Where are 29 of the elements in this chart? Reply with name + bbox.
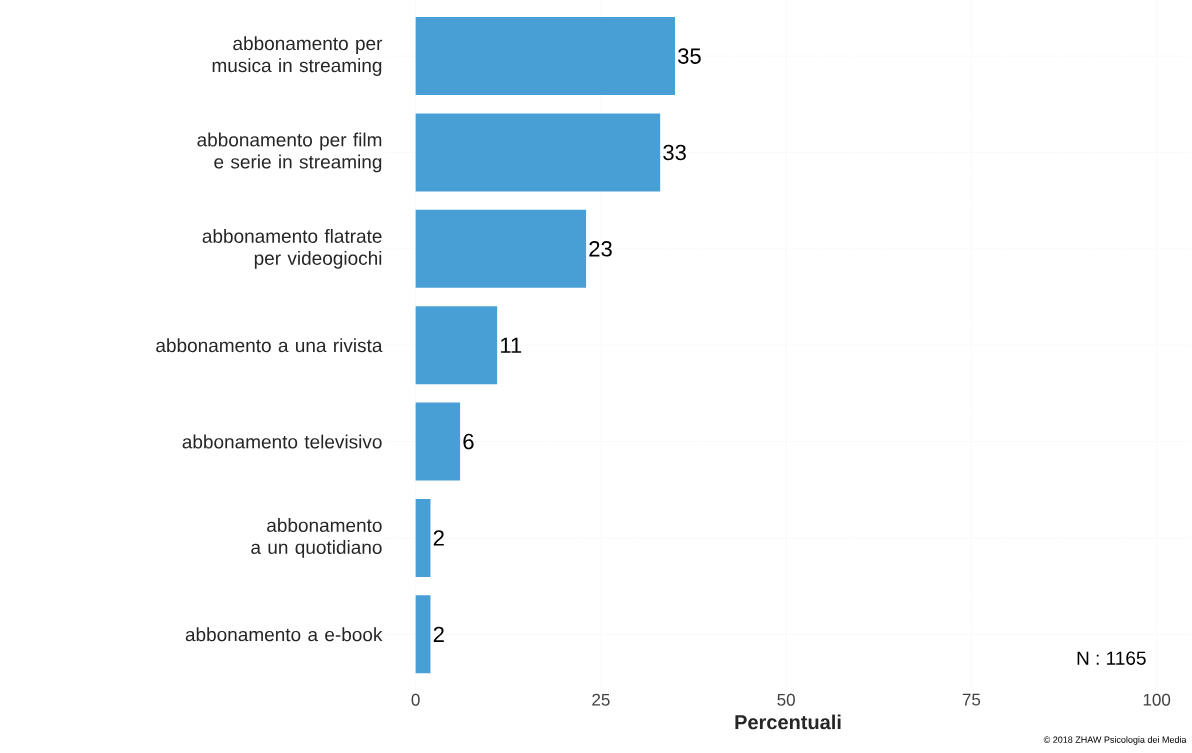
data-label: 6 — [463, 433, 474, 450]
bar — [415, 402, 461, 481]
annotation: N : 1165 — [1077, 651, 1146, 665]
y-tick-label: abbonamento per film e serie in streaming — [197, 132, 382, 173]
x-axis-title: Percentuali — [735, 714, 841, 730]
bar — [415, 306, 498, 385]
data-label: 23 — [589, 240, 612, 257]
bar — [415, 595, 431, 674]
y-tick-label: abbonamento televisivo — [182, 434, 382, 449]
bar — [415, 113, 661, 192]
data-label: 2 — [433, 626, 444, 642]
data-label: 2 — [433, 530, 444, 546]
x-tick-label: 100 — [1143, 693, 1171, 706]
bar — [415, 498, 431, 577]
x-tick-label: 50 — [777, 693, 795, 706]
y-tick-label: abbonamento flatrate per videogiochi — [202, 228, 382, 269]
bar — [415, 17, 675, 95]
x-tick-label: 25 — [592, 693, 610, 706]
y-tick-label: abbonamento a un quotidiano — [251, 517, 382, 558]
x-tick-label: 0 — [411, 693, 420, 706]
x-tick-label: 75 — [962, 693, 981, 706]
data-label: 35 — [678, 48, 701, 64]
y-tick-label: abbonamento a e-book — [185, 627, 383, 642]
text: © 2018 ZHAW Psicologia dei Media — [1043, 736, 1187, 745]
y-tick-label: abbonamento a una rivista — [156, 338, 383, 353]
data-label: 11 — [501, 337, 522, 353]
data-label: 33 — [663, 144, 686, 161]
bar — [415, 209, 587, 288]
y-tick-label: abbonamento per musica in streaming — [212, 36, 383, 76]
